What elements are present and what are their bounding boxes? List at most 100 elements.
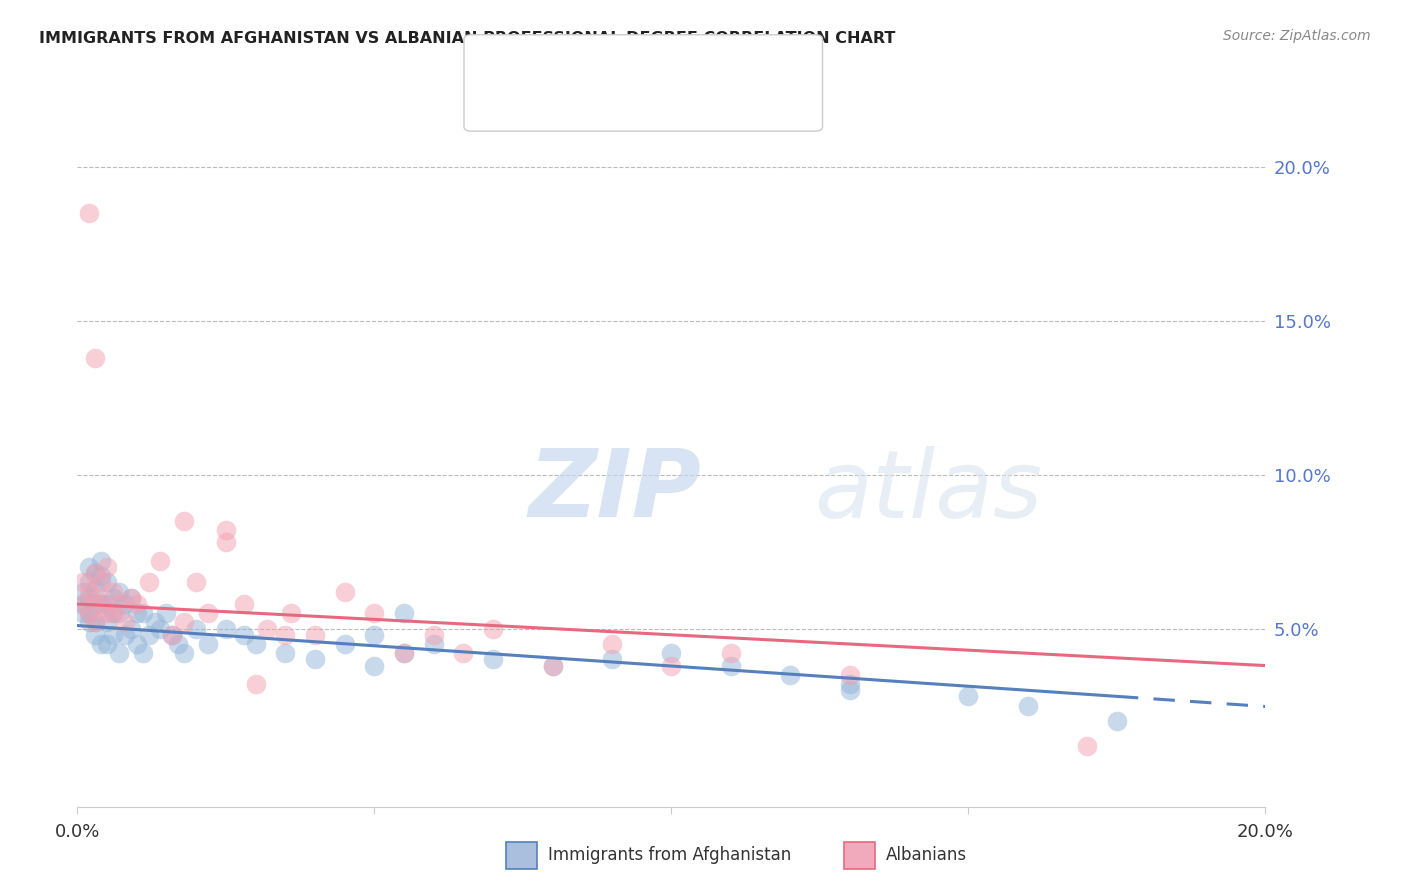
- Point: [1105, 714, 1128, 728]
- Point: [101, 628, 124, 642]
- Point: [149, 554, 172, 568]
- Point: [392, 606, 415, 620]
- Point: [96, 597, 118, 611]
- Point: [274, 646, 297, 660]
- Point: [197, 637, 219, 651]
- Point: [72, 575, 94, 590]
- Point: [280, 606, 302, 620]
- Point: [72, 597, 94, 611]
- Point: [77, 591, 100, 605]
- Point: [72, 597, 94, 611]
- Point: [84, 597, 107, 611]
- Point: [215, 523, 238, 537]
- Point: [96, 615, 118, 630]
- Point: [125, 637, 148, 651]
- Point: [90, 637, 112, 651]
- Point: [77, 575, 100, 590]
- Point: [143, 615, 166, 630]
- Point: [392, 646, 415, 660]
- Point: [101, 606, 124, 620]
- Point: [77, 606, 100, 620]
- Point: [72, 584, 94, 599]
- Point: [90, 554, 112, 568]
- Point: [779, 668, 801, 682]
- Point: [149, 622, 172, 636]
- Point: [256, 622, 278, 636]
- Point: [423, 628, 446, 642]
- Point: [101, 591, 124, 605]
- Point: [363, 658, 385, 673]
- Point: [1017, 698, 1039, 713]
- FancyBboxPatch shape: [506, 842, 537, 869]
- Text: R =: R =: [526, 95, 562, 112]
- Point: [162, 628, 184, 642]
- Point: [232, 597, 254, 611]
- Point: [120, 591, 142, 605]
- Point: [333, 584, 356, 599]
- Point: [155, 606, 177, 620]
- Point: [77, 615, 100, 630]
- Point: [101, 606, 124, 620]
- Point: [84, 615, 107, 630]
- Point: [108, 584, 131, 599]
- Point: [838, 668, 860, 682]
- Point: [125, 597, 148, 611]
- Point: [108, 597, 131, 611]
- Point: [84, 582, 107, 596]
- Text: 66: 66: [658, 66, 681, 84]
- Point: [90, 569, 112, 583]
- Point: [173, 615, 195, 630]
- Point: [453, 646, 475, 660]
- Point: [90, 597, 112, 611]
- Point: [600, 637, 623, 651]
- Point: [138, 628, 160, 642]
- Point: [96, 575, 118, 590]
- Point: [957, 690, 980, 704]
- Text: Immigrants from Afghanistan: Immigrants from Afghanistan: [548, 847, 792, 864]
- Point: [108, 646, 131, 660]
- Point: [77, 606, 100, 620]
- FancyBboxPatch shape: [485, 91, 516, 118]
- Text: -0.138: -0.138: [560, 66, 619, 84]
- Point: [186, 575, 208, 590]
- Point: [90, 597, 112, 611]
- Point: [304, 628, 326, 642]
- Text: Source: ZipAtlas.com: Source: ZipAtlas.com: [1223, 29, 1371, 43]
- Point: [96, 637, 118, 651]
- Point: [77, 206, 100, 220]
- Point: [215, 535, 238, 549]
- Point: [232, 628, 254, 642]
- Point: [77, 560, 100, 574]
- Point: [167, 637, 190, 651]
- Point: [84, 628, 107, 642]
- Point: [173, 514, 195, 528]
- Point: [245, 677, 267, 691]
- Text: N =: N =: [626, 66, 662, 84]
- Text: IMMIGRANTS FROM AFGHANISTAN VS ALBANIAN PROFESSIONAL DEGREE CORRELATION CHART: IMMIGRANTS FROM AFGHANISTAN VS ALBANIAN …: [39, 31, 896, 46]
- Text: N =: N =: [626, 95, 662, 112]
- Point: [245, 637, 267, 651]
- Point: [101, 584, 124, 599]
- Point: [720, 646, 742, 660]
- Point: [114, 628, 136, 642]
- Text: -0.139: -0.139: [560, 95, 619, 112]
- Point: [84, 351, 107, 365]
- Point: [186, 622, 208, 636]
- Point: [661, 646, 683, 660]
- Point: [197, 606, 219, 620]
- Point: [274, 628, 297, 642]
- Point: [114, 597, 136, 611]
- Point: [363, 628, 385, 642]
- Point: [84, 591, 107, 605]
- Point: [600, 652, 623, 666]
- Point: [541, 658, 564, 673]
- Text: ZIP: ZIP: [529, 445, 702, 537]
- Point: [392, 646, 415, 660]
- Point: [162, 628, 184, 642]
- FancyBboxPatch shape: [844, 842, 875, 869]
- Point: [838, 677, 860, 691]
- Point: [131, 606, 153, 620]
- Point: [125, 606, 148, 620]
- Text: atlas: atlas: [814, 446, 1042, 537]
- Point: [173, 646, 195, 660]
